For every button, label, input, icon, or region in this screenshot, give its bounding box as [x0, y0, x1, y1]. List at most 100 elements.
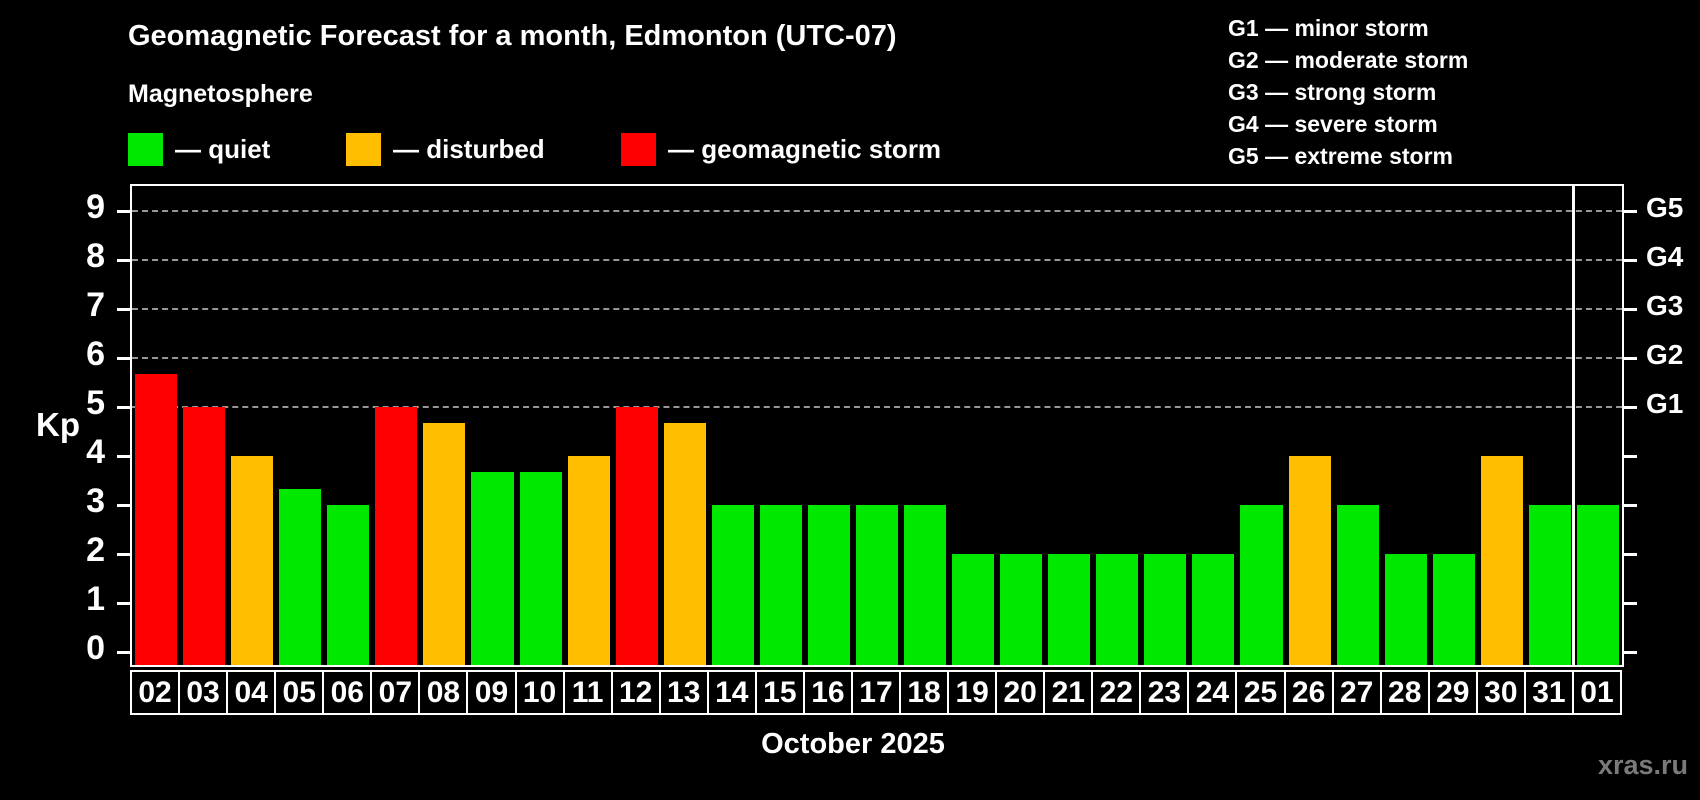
bar-day-22: [1096, 554, 1139, 665]
bar-day-14: [711, 505, 754, 665]
day-label-01: 01: [1571, 670, 1622, 715]
legend-item-disturbed: — disturbed: [346, 131, 545, 167]
y-tick-label-7: 7: [86, 286, 105, 324]
day-label-09: 09: [466, 670, 517, 715]
x-axis-title: October 2025: [761, 728, 945, 760]
legend-item-quiet: — quiet: [128, 131, 270, 167]
bar-day-27: [1336, 505, 1379, 665]
g-legend-line-5: G5 — extreme storm: [1228, 143, 1453, 169]
day-label-02: 02: [130, 670, 181, 715]
day-label-10: 10: [514, 670, 565, 715]
day-label-21: 21: [1043, 670, 1094, 715]
y-tick-right-1: [1624, 601, 1637, 605]
bar-day-31: [1528, 505, 1571, 665]
bar-day-17: [855, 505, 899, 665]
y-tick-label-6: 6: [86, 335, 105, 373]
month-separator: [1572, 186, 1576, 665]
day-label-07: 07: [370, 670, 421, 715]
bar-day-30: [1480, 456, 1523, 665]
day-label-04: 04: [226, 670, 277, 715]
y-tick-left-3: [117, 503, 130, 507]
y-tick-label-9: 9: [86, 188, 105, 226]
gridline-kp-7: [132, 308, 1622, 310]
y-axis-title: Kp: [36, 406, 80, 443]
y-tick-right-0: [1624, 650, 1637, 654]
bar-day-23: [1144, 554, 1187, 665]
legend-label-storm: — geomagnetic storm: [668, 133, 942, 164]
y-tick-right-3: [1624, 503, 1637, 507]
day-label-16: 16: [802, 670, 853, 715]
bar-day-28: [1384, 554, 1427, 665]
day-label-24: 24: [1187, 670, 1238, 715]
day-label-17: 17: [850, 670, 902, 715]
bar-day-11: [567, 456, 610, 665]
day-label-29: 29: [1427, 670, 1478, 715]
y-tick-left-6: [117, 356, 130, 360]
bar-day-05: [279, 488, 322, 665]
bar-day-20: [1000, 554, 1043, 665]
bar-day-07: [375, 407, 418, 665]
y-tick-left-1: [117, 601, 130, 605]
day-label-19: 19: [947, 670, 998, 715]
g-scale-legend: G1 — minor storm G2 — moderate storm G3 — …: [1228, 12, 1468, 172]
legend-label-quiet: — quiet: [175, 133, 271, 164]
legend-item-storm: — geomagnetic storm: [621, 131, 941, 167]
chart-plot-area: [130, 184, 1624, 667]
g-legend-line-2: G2 — moderate storm: [1228, 47, 1469, 73]
day-label-23: 23: [1139, 670, 1190, 715]
g-axis-label-G3: G3: [1646, 290, 1684, 321]
chart-subtitle: Magnetosphere: [128, 80, 313, 108]
day-label-06: 06: [322, 670, 373, 715]
y-tick-right-8: [1624, 258, 1637, 262]
bar-day-26: [1288, 456, 1331, 665]
g-axis-label-G5: G5: [1646, 192, 1684, 223]
day-label-18: 18: [899, 670, 950, 715]
chart-title: Geomagnetic Forecast for a month, Edmont…: [128, 20, 897, 52]
day-label-15: 15: [754, 670, 805, 715]
legend-swatch-storm: [621, 132, 656, 166]
bar-day-08: [423, 423, 466, 665]
bar-day-19: [952, 554, 995, 665]
watermark: xras.ru: [1597, 750, 1688, 780]
day-label-14: 14: [706, 670, 757, 715]
gridline-kp-9: [132, 210, 1622, 212]
day-label-12: 12: [610, 670, 661, 715]
g-legend-line-3: G3 — strong storm: [1228, 79, 1437, 105]
y-tick-left-9: [117, 209, 130, 213]
y-tick-left-4: [117, 454, 130, 458]
y-tick-right-9: [1624, 209, 1637, 213]
legend-label-disturbed: — disturbed: [393, 133, 545, 164]
y-tick-label-1: 1: [86, 580, 105, 618]
y-tick-left-2: [117, 552, 130, 556]
g-axis-label-G1: G1: [1646, 388, 1684, 419]
y-tick-label-3: 3: [86, 482, 105, 520]
bar-day-09: [471, 472, 514, 665]
bar-day-12: [615, 407, 658, 665]
bar-day-15: [759, 505, 802, 665]
y-tick-left-5: [117, 405, 130, 409]
bar-day-03: [183, 407, 226, 665]
bar-day-25: [1240, 505, 1283, 665]
y-tick-right-4: [1624, 454, 1637, 458]
day-label-22: 22: [1091, 670, 1142, 715]
bar-day-13: [663, 423, 706, 665]
bar-day-29: [1432, 554, 1475, 665]
g-legend-line-1: G1 — minor storm: [1228, 15, 1429, 41]
y-tick-right-2: [1624, 552, 1637, 556]
bar-day-16: [807, 505, 850, 665]
y-tick-label-8: 8: [86, 237, 105, 275]
gridline-kp-8: [132, 259, 1622, 261]
y-tick-label-2: 2: [86, 531, 105, 569]
bar-day-18: [904, 505, 947, 665]
day-label-08: 08: [418, 670, 469, 715]
g-legend-line-4: G4 — severe storm: [1228, 111, 1438, 137]
y-tick-label-0: 0: [86, 629, 105, 667]
day-label-05: 05: [274, 670, 325, 715]
day-label-13: 13: [658, 670, 709, 715]
y-tick-left-0: [117, 650, 130, 654]
legend-swatch-quiet: [128, 132, 163, 166]
bar-day-21: [1048, 554, 1091, 665]
day-label-28: 28: [1379, 670, 1430, 715]
bar-day-10: [519, 472, 562, 665]
